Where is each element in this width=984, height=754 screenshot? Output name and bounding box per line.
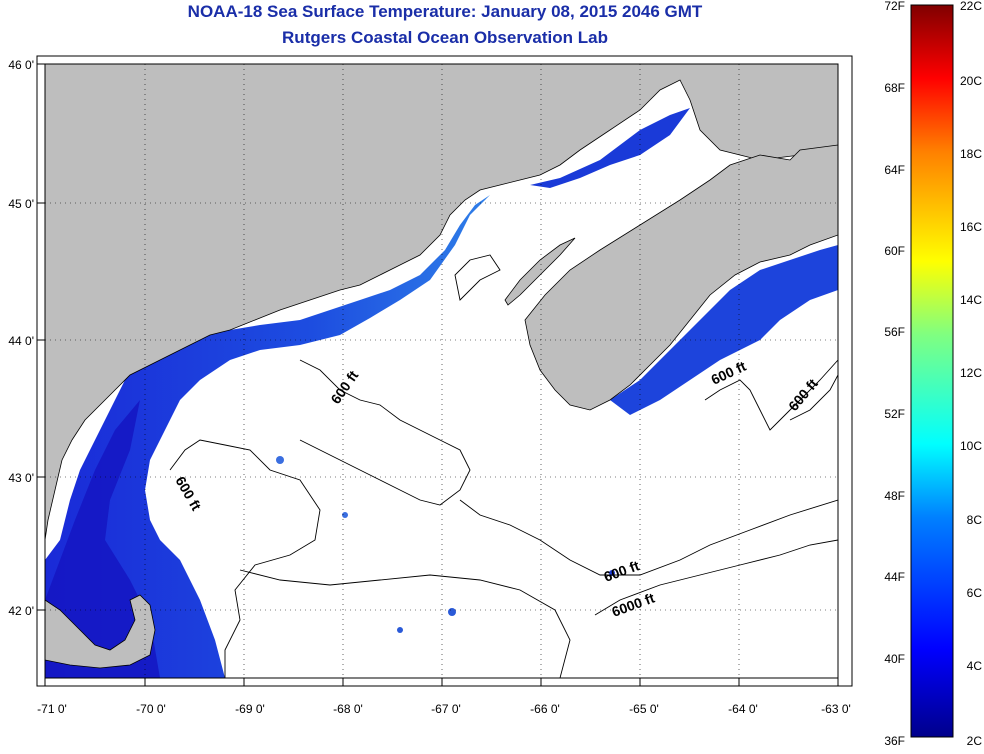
lon-label: -71 0'	[37, 702, 67, 716]
axis-frame	[36, 55, 853, 687]
land-cape-cod	[45, 594, 156, 669]
colorbar-label-c: 20C	[960, 74, 982, 88]
colorbar-label-f: 60F	[884, 244, 905, 258]
colorbar-label-f: 44F	[884, 570, 905, 584]
lon-label: -63 0'	[821, 702, 851, 716]
contour-600ft-west	[169, 439, 321, 678]
land-nova-scotia	[524, 144, 838, 411]
sst-patch	[342, 512, 348, 518]
colorbar-f-label-group: 72F 68F 64F 60F 56F 52F 48F 44F 40F 36F	[884, 0, 905, 748]
contour-600ft-georges	[239, 569, 571, 678]
lon-label: -68 0'	[333, 702, 363, 716]
map-panel: 600 ft 600 ft 600 ft 600 ft 600 ft 6000 …	[45, 64, 838, 678]
sst-fundy-band	[530, 108, 690, 188]
colorbar-label-c: 10C	[960, 439, 982, 453]
colorbar-label-c: 6C	[967, 586, 983, 600]
colorbar-label-f: 64F	[884, 163, 905, 177]
colorbar-label-f: 52F	[884, 407, 905, 421]
map-subtitle: Rutgers Coastal Ocean Observation Lab	[282, 28, 608, 47]
sst-scotian-band	[610, 245, 838, 415]
colorbar-label-c: 22C	[960, 0, 982, 13]
axis-ticks	[37, 63, 839, 686]
lon-label: -69 0'	[235, 702, 265, 716]
lat-label: 46 0'	[8, 58, 34, 72]
lon-label: -70 0'	[136, 702, 166, 716]
colorbar-label-c: 2C	[967, 734, 983, 748]
colorbar-label-f: 68F	[884, 81, 905, 95]
colorbar-label-f: 72F	[884, 0, 905, 13]
land-new-england-maine	[45, 64, 838, 541]
lat-label: 43 0'	[8, 471, 34, 485]
contour-6000ft	[594, 539, 838, 616]
contour-600ft-scotian-east	[789, 374, 838, 421]
sst-coastal-band	[45, 195, 490, 678]
contour-600ft-central	[299, 359, 471, 506]
land-grand-manan	[504, 237, 576, 306]
colorbar-label-f: 56F	[884, 325, 905, 339]
colorbar	[910, 4, 954, 738]
lat-label: 44 0'	[8, 334, 34, 348]
contour-basin	[454, 254, 501, 301]
sst-coastal-band-dark	[45, 400, 160, 678]
lon-label: -65 0'	[629, 702, 659, 716]
lat-label: 45 0'	[8, 197, 34, 211]
colorbar-label-f: 36F	[884, 734, 905, 748]
colorbar-label-c: 4C	[967, 659, 983, 673]
colorbar-label-c: 12C	[960, 366, 982, 380]
graticule	[45, 64, 838, 678]
lon-label-group: -71 0' -70 0' -69 0' -68 0' -67 0' -66 0…	[37, 702, 851, 716]
contour-600ft-northeast	[459, 499, 838, 576]
colorbar-label-f: 40F	[884, 652, 905, 666]
colorbar-label-c: 14C	[960, 293, 982, 307]
sst-patch	[448, 608, 456, 616]
sst-patch	[397, 627, 403, 633]
lat-label: 42 0'	[8, 604, 34, 618]
lon-label: -64 0'	[728, 702, 758, 716]
colorbar-label-c: 18C	[960, 147, 982, 161]
colorbar-label-c: 16C	[960, 220, 982, 234]
colorbar-label-f: 48F	[884, 489, 905, 503]
contour-600ft-scotian	[704, 359, 838, 431]
bathymetry-contours	[169, 254, 838, 678]
lon-label: -67 0'	[431, 702, 461, 716]
colorbar-c-label-group: 22C 20C 18C 16C 14C 12C 10C 8C 6C 4C 2C	[960, 0, 982, 748]
lon-label: -66 0'	[530, 702, 560, 716]
sst-patch	[276, 456, 284, 464]
lat-label-group: 46 0' 45 0' 44 0' 43 0' 42 0'	[8, 58, 34, 618]
colorbar-label-c: 8C	[967, 513, 983, 527]
sst-patch	[609, 570, 615, 576]
map-title: NOAA-18 Sea Surface Temperature: January…	[187, 2, 703, 21]
